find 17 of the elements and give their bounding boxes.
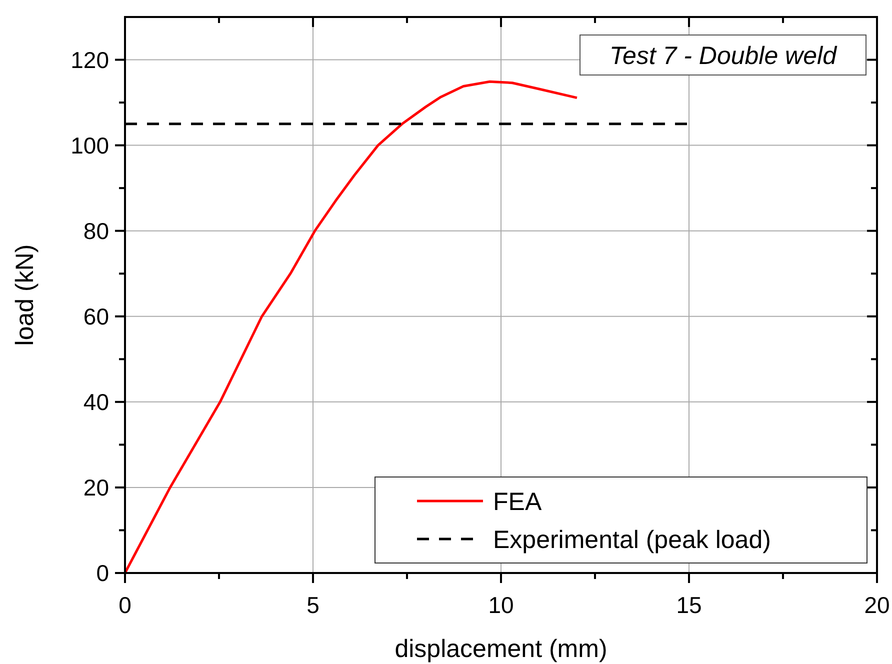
x-tick-label: 20 [864,592,890,618]
legend-label: FEA [493,488,542,516]
x-axis-title: displacement (mm) [394,635,608,663]
y-tick-label: 20 [83,474,109,500]
y-tick-label: 40 [83,388,109,415]
legend-label: Experimental (peak load) [493,526,771,554]
y-tick-label: 80 [83,218,109,244]
x-tick-label: 15 [676,592,702,618]
y-tick-label: 100 [70,132,109,158]
y-tick-label: 120 [70,46,109,73]
x-tick-label: 5 [306,592,320,618]
y-axis-title: load (kN) [11,244,39,346]
y-tick-label: 60 [83,303,109,330]
x-tick-label: 0 [118,592,132,618]
text: Test 7 - Double weld [610,42,838,70]
x-tick-label: 10 [488,592,514,618]
y-tick-label: 0 [96,560,109,586]
